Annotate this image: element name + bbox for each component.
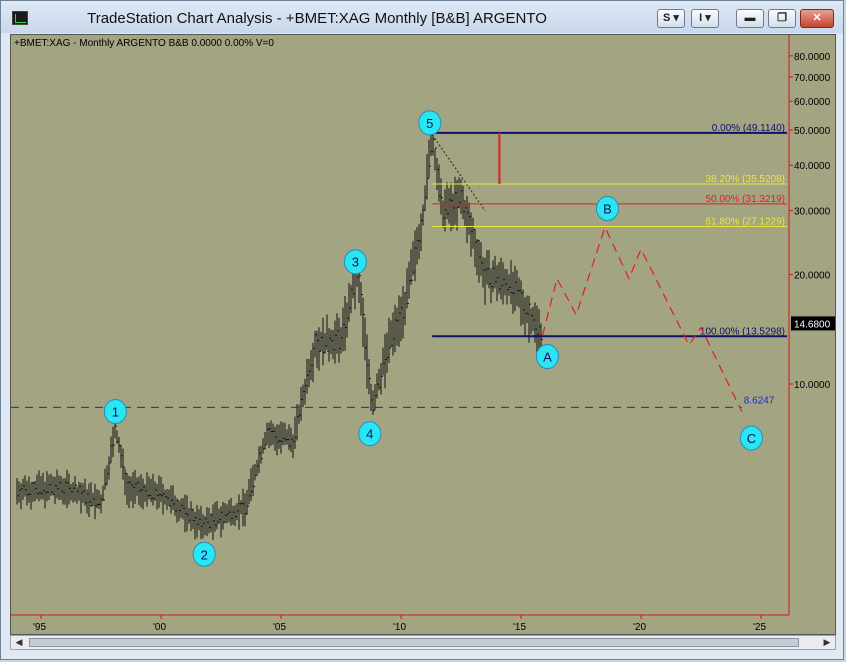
wave-marker xyxy=(739,425,763,451)
x-tick-label: '15 xyxy=(513,622,526,633)
chart-area[interactable]: +BMET:XAG - Monthly ARGENTO B&B 0.0000 0… xyxy=(10,34,836,635)
last-price-label: 14.6800 xyxy=(794,319,831,330)
horizontal-scrollbar[interactable]: ◀ ▶ xyxy=(10,635,836,650)
close-button[interactable]: ✕ xyxy=(800,9,834,28)
wave-marker xyxy=(595,196,619,222)
chart-header: +BMET:XAG - Monthly ARGENTO B&B 0.0000 0… xyxy=(14,38,274,49)
scrollbar-thumb[interactable] xyxy=(29,638,799,647)
minimize-button[interactable]: ▬ xyxy=(736,9,764,28)
y-tick-label: 80.0000 xyxy=(794,52,831,63)
x-tick-label: '95 xyxy=(33,622,46,633)
scroll-left-icon[interactable]: ◀ xyxy=(15,637,23,647)
fib-level-label: 61.80% (27.1229) xyxy=(705,217,785,228)
trend-line-dotted xyxy=(431,134,486,211)
wave-marker xyxy=(103,399,127,425)
wave-marker xyxy=(358,421,382,447)
x-tick-label: '20 xyxy=(633,622,646,633)
wave-marker xyxy=(418,110,442,136)
wave-label: A xyxy=(543,350,552,365)
last-price-box xyxy=(791,316,835,331)
wave-marker xyxy=(535,344,559,370)
i-label: I xyxy=(699,12,703,24)
wave-label: 2 xyxy=(201,547,208,562)
wave-label: C xyxy=(747,431,756,446)
fib-level-label: 0.00% (49.1140) xyxy=(712,123,785,134)
indicator-menu-button[interactable]: I ▾ xyxy=(691,9,719,28)
fib-level-label: 100.00% (13.5298) xyxy=(700,326,785,337)
y-tick-label: 40.0000 xyxy=(794,161,831,172)
minimize-icon: ▬ xyxy=(744,12,756,24)
chart-app-icon xyxy=(12,11,28,25)
wave-label: B xyxy=(603,202,612,217)
y-tick-label: 70.0000 xyxy=(794,73,831,84)
wave-label: 5 xyxy=(426,116,433,131)
wave-label: 3 xyxy=(352,255,359,270)
close-icon: ✕ xyxy=(812,12,822,24)
wave-marker xyxy=(343,249,367,275)
price-bars xyxy=(16,125,543,541)
x-tick-label: '00 xyxy=(153,622,166,633)
x-tick-label: '10 xyxy=(393,622,406,633)
y-tick-label: 20.0000 xyxy=(794,271,831,282)
y-tick-label: 60.0000 xyxy=(794,97,831,108)
fib-level-label: 38.20% (35.5208) xyxy=(705,174,785,185)
wave-marker xyxy=(192,541,216,567)
maximize-button[interactable]: ❐ xyxy=(768,9,796,28)
y-tick-label: 30.0000 xyxy=(794,207,831,218)
fib-level-label: 50.00% (31.3219) xyxy=(705,194,785,205)
projection-path xyxy=(542,225,743,412)
wave-label: 4 xyxy=(366,427,373,442)
title-bar[interactable]: TradeStation Chart Analysis - +BMET:XAG … xyxy=(1,1,843,33)
symbol-menu-button[interactable]: S ▾ xyxy=(657,9,685,28)
wave-label: 1 xyxy=(112,405,119,420)
y-tick-label: 50.0000 xyxy=(794,126,831,137)
x-tick-label: '05 xyxy=(273,622,286,633)
support-line-label: 8.6247 xyxy=(744,395,775,406)
s-label: S xyxy=(663,12,671,24)
price-chart[interactable]: +BMET:XAG - Monthly ARGENTO B&B 0.0000 0… xyxy=(11,35,835,634)
x-tick-label: '25 xyxy=(753,622,766,633)
scroll-right-icon[interactable]: ▶ xyxy=(823,637,831,647)
window-title: TradeStation Chart Analysis - +BMET:XAG … xyxy=(87,10,547,27)
maximize-icon: ❐ xyxy=(777,12,787,24)
y-tick-label: 10.0000 xyxy=(794,380,831,391)
